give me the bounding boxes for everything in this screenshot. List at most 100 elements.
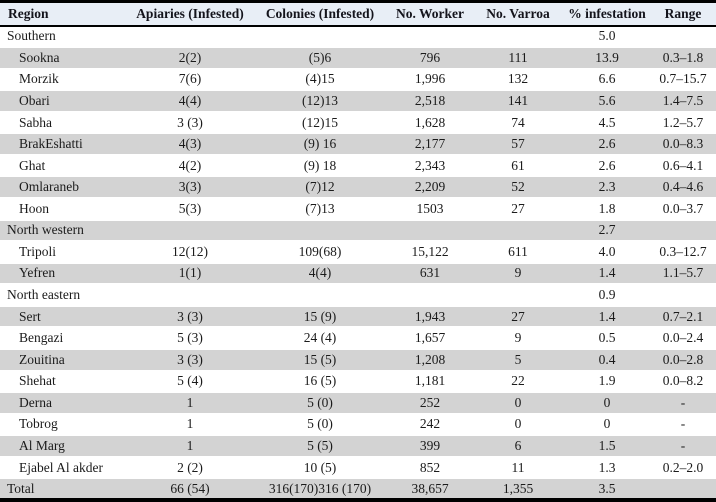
value-cell: 0 bbox=[514, 394, 522, 410]
value-cell: 111 bbox=[508, 49, 528, 65]
region-cell: Sabha bbox=[19, 114, 52, 130]
value-cell: 13.9 bbox=[595, 49, 619, 65]
value-cell: 0.2–2.0 bbox=[662, 459, 704, 475]
value-cell: 0.3–1.8 bbox=[662, 49, 704, 65]
value-cell: 9 bbox=[514, 265, 522, 281]
table-row: Yefren 1(1) 4(4) 631 9 1.4 1.1–5.7 bbox=[0, 262, 716, 285]
region-cell: Yefren bbox=[19, 265, 56, 281]
value-cell: 0.7–2.1 bbox=[662, 308, 704, 324]
value-cell: 5 (5) bbox=[307, 437, 333, 453]
value-cell: 7(6) bbox=[178, 71, 202, 87]
value-cell: 0.0–8.3 bbox=[662, 136, 704, 152]
table-row: BrakEshatti 4(3) (9) 16 2,177 57 2.6 0.0–8.3 bbox=[0, 133, 716, 155]
value-cell: (9) 18 bbox=[303, 157, 337, 173]
value-cell: 15,122 bbox=[411, 243, 449, 259]
value-cell: - bbox=[680, 437, 686, 453]
value-cell: 2,343 bbox=[414, 157, 446, 173]
value-cell: 109(68) bbox=[298, 243, 342, 259]
value-cell bbox=[128, 26, 252, 48]
value-cell: 5 bbox=[514, 351, 522, 367]
value-cell: 27 bbox=[511, 200, 525, 216]
value-cell: (7)12 bbox=[305, 179, 335, 195]
value-cell: 1.4 bbox=[598, 265, 616, 281]
value-cell: 5(3) bbox=[178, 200, 202, 216]
value-cell: (4)15 bbox=[305, 71, 335, 87]
value-cell: 852 bbox=[419, 459, 441, 475]
value-cell: 2 (2) bbox=[177, 459, 203, 475]
value-cell bbox=[388, 284, 472, 306]
column-header-no-worker: No. Worker bbox=[396, 5, 464, 21]
value-cell: 0.0–2.4 bbox=[662, 330, 704, 346]
value-cell: 2.3 bbox=[598, 179, 616, 195]
value-cell: 5 (0) bbox=[307, 394, 333, 410]
value-cell bbox=[252, 220, 388, 242]
header-row: Region Apiaries (Infested) Colonies (Inf… bbox=[0, 1, 716, 26]
region-cell: Tobrog bbox=[19, 416, 58, 432]
value-cell: 1.9 bbox=[598, 373, 616, 389]
value-cell: 1 bbox=[186, 394, 194, 410]
value-cell: 0.3–12.7 bbox=[659, 243, 707, 259]
value-cell bbox=[388, 220, 472, 242]
value-cell: 0 bbox=[514, 416, 522, 432]
value-cell: 399 bbox=[419, 437, 441, 453]
value-cell: 2.6 bbox=[598, 157, 616, 173]
table-row: Hoon 5(3) (7)13 1503 27 1.8 0.0–3.7 bbox=[0, 198, 716, 220]
region-cell: Sert bbox=[19, 308, 41, 324]
value-cell: 0.0–2.8 bbox=[662, 351, 704, 367]
value-cell: 74 bbox=[511, 114, 525, 130]
region-cell: Ejabel Al akder bbox=[19, 459, 103, 475]
value-cell: 2.7 bbox=[598, 222, 616, 238]
value-cell: 38,657 bbox=[411, 480, 449, 496]
value-cell: 1,657 bbox=[414, 330, 446, 346]
value-cell: 1,943 bbox=[414, 308, 446, 324]
value-cell: 22 bbox=[511, 373, 525, 389]
table-row: Sookna 2(2) (5)6 796 111 13.9 0.3–1.8 bbox=[0, 47, 716, 69]
value-cell: 4.5 bbox=[598, 114, 616, 130]
region-cell: Omlaraneb bbox=[19, 179, 79, 195]
value-cell bbox=[128, 284, 252, 306]
value-cell: 1.5 bbox=[598, 437, 616, 453]
table-row: Derna 1 5 (0) 252 0 0 - bbox=[0, 392, 716, 414]
value-cell: 66 (54) bbox=[170, 480, 210, 496]
column-header-range: Range bbox=[664, 5, 702, 21]
value-cell bbox=[472, 284, 564, 306]
value-cell: 5 (0) bbox=[307, 416, 333, 432]
table-row: Zouitina 3 (3) 15 (5) 1,208 5 0.4 0.0–2.8 bbox=[0, 348, 716, 371]
value-cell: 2,177 bbox=[414, 136, 446, 152]
value-cell: 132 bbox=[507, 71, 529, 87]
table-row: Al Marg 1 5 (5) 399 6 1.5 - bbox=[0, 435, 716, 457]
section-row: Southern 5.0 bbox=[0, 26, 716, 48]
value-cell: 3 (3) bbox=[177, 114, 203, 130]
region-cell: Obari bbox=[19, 92, 50, 108]
column-header-apiaries: Apiaries (Infested) bbox=[136, 5, 244, 21]
table-row: Morzik 7(6) (4)15 1,996 132 6.6 0.7–15.7 bbox=[0, 69, 716, 91]
value-cell bbox=[252, 26, 388, 48]
value-cell bbox=[650, 478, 716, 500]
value-cell: 1.1–5.7 bbox=[662, 265, 704, 281]
value-cell: 5 (4) bbox=[177, 373, 203, 389]
value-cell: 2.6 bbox=[598, 136, 616, 152]
value-cell: 631 bbox=[419, 265, 441, 281]
value-cell: 796 bbox=[419, 49, 441, 65]
value-cell: 0 bbox=[603, 394, 611, 410]
column-header-no-varroa: No. Varroa bbox=[486, 5, 550, 21]
region-cell: Sookna bbox=[19, 49, 60, 65]
region-cell: Bengazi bbox=[19, 330, 64, 346]
table-row: Obari 4(4) (12)13 2,518 141 5.6 1.4–7.5 bbox=[0, 90, 716, 112]
table-row: Tobrog 1 5 (0) 242 0 0 - bbox=[0, 414, 716, 436]
value-cell: (5)6 bbox=[308, 49, 332, 65]
value-cell: 4(4) bbox=[178, 92, 202, 108]
value-cell: 1.3 bbox=[598, 459, 616, 475]
value-cell bbox=[650, 284, 716, 306]
value-cell: - bbox=[680, 416, 686, 432]
region-cell: North western bbox=[7, 222, 84, 238]
value-cell: 24 (4) bbox=[303, 330, 337, 346]
value-cell: 0.0–8.2 bbox=[662, 373, 704, 389]
value-cell: 10 (5) bbox=[303, 459, 337, 475]
table-body: Southern 5.0 Sookna 2(2) (5)6 796 111 13.9 0.3–1… bbox=[0, 26, 716, 500]
value-cell: 5 (3) bbox=[177, 330, 203, 346]
value-cell: (12)15 bbox=[302, 114, 338, 130]
value-cell: 2,518 bbox=[414, 92, 446, 108]
